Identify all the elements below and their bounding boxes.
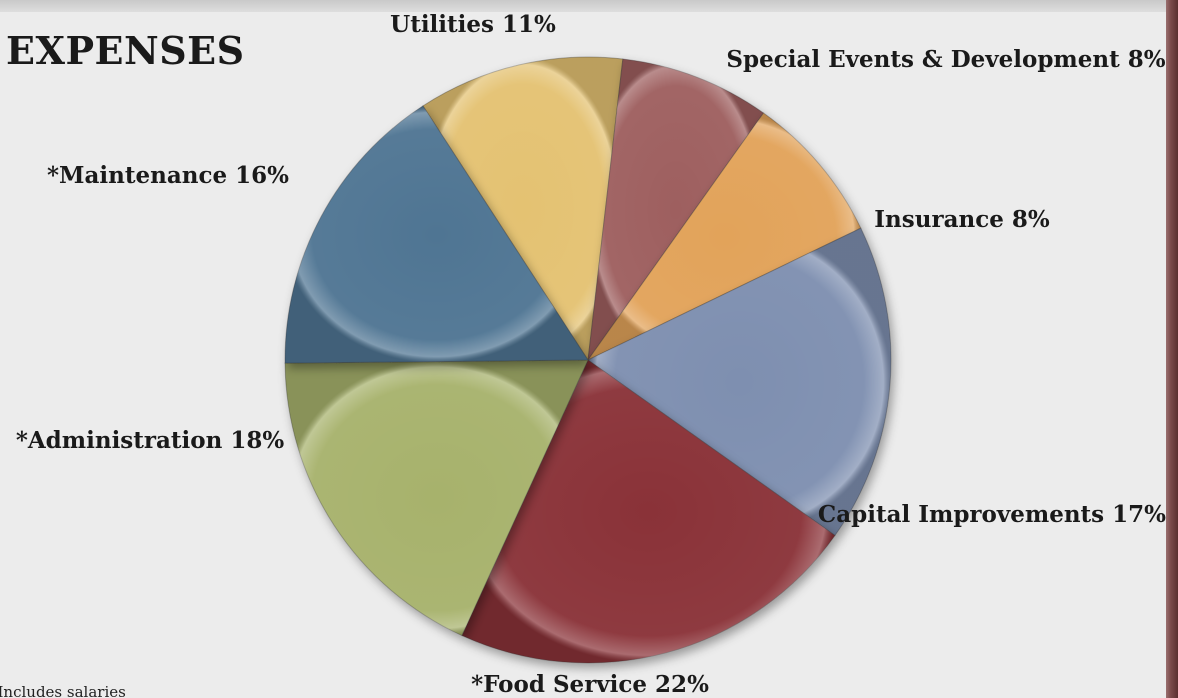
pie-slice-highlight xyxy=(285,105,588,364)
footnote: *Includes salaries xyxy=(0,683,126,698)
pie-slice-label: Capital Improvements 17% xyxy=(818,501,1166,528)
top-border xyxy=(0,0,1178,12)
pie-slice-group xyxy=(587,227,892,537)
pie-slice-highlight xyxy=(588,228,892,536)
pie-slice-group xyxy=(461,359,836,664)
pie-slice-group xyxy=(587,112,862,361)
pie-slice-group xyxy=(587,58,765,361)
pie-slice-highlight xyxy=(588,113,861,361)
right-border xyxy=(1166,0,1178,698)
pie-slice-label: *Maintenance 16% xyxy=(47,162,289,189)
pie-slice-highlight xyxy=(461,360,835,663)
chart-title: EXPENSES xyxy=(6,28,245,73)
pie-slice-highlight xyxy=(422,57,623,361)
pie-slice-label: Insurance 8% xyxy=(874,206,1050,233)
pie-slice-group xyxy=(422,56,624,362)
pie-slice-group xyxy=(284,359,589,637)
pie-slice-label: Utilities 11% xyxy=(390,11,556,38)
pie-slice-highlight xyxy=(588,59,764,360)
pie-slice-label: *Food Service 22% xyxy=(471,671,709,698)
pie-slice-label: *Administration 18% xyxy=(16,427,285,454)
pie-slice-label: Special Events & Development 8% xyxy=(726,46,1165,73)
pie-slice-highlight xyxy=(285,360,588,636)
pie-slice-group xyxy=(284,105,589,364)
